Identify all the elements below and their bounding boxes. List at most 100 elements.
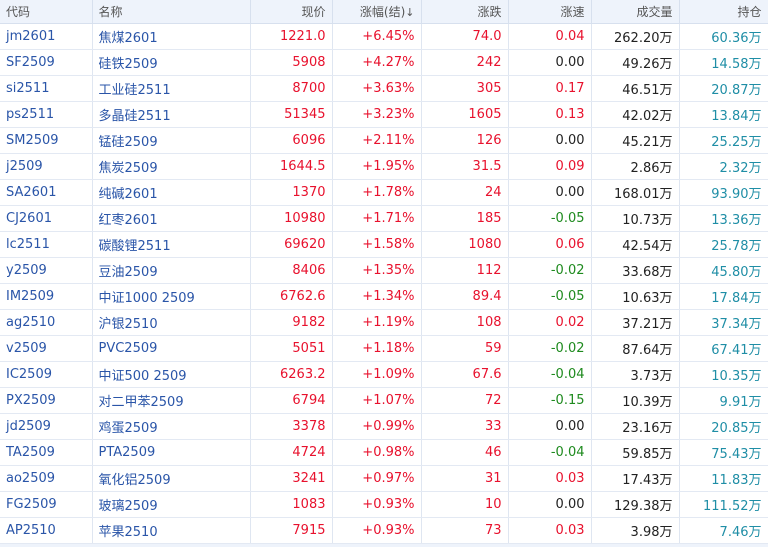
- change-cell: 31.5: [421, 153, 509, 180]
- table-row[interactable]: si2511 工业硅2511 8700 +3.63% 305 0.17 46.51万 20.8…: [0, 75, 768, 102]
- table-header: 代码 名称 现价 涨幅(结)↓ 涨跌 涨速 成交量 持仓: [0, 0, 768, 24]
- change-pct-cell: +1.19%: [332, 309, 422, 336]
- code-cell: jd2509: [0, 413, 93, 440]
- table-row[interactable]: v2509 PVC2509 5051 +1.18% 59 -0.02 87.64万 67.41…: [0, 335, 768, 362]
- change-pct-cell: +0.99%: [332, 413, 422, 440]
- name-cell: 苹果2510: [92, 517, 251, 544]
- price-cell: 8406: [250, 257, 333, 284]
- change-cell: 72: [421, 387, 509, 414]
- price-cell: 8700: [250, 75, 333, 102]
- table-row[interactable]: ao2509 氧化铝2509 3241 +0.97% 31 0.03 17.43万 11.83…: [0, 465, 768, 492]
- change-pct-cell: +0.93%: [332, 517, 422, 544]
- price-cell: 51345: [250, 101, 333, 128]
- volume-cell: 262.20万: [591, 23, 680, 50]
- open-interest-cell: 75.43万: [679, 439, 768, 466]
- table-row[interactable]: CJ2601 红枣2601 10980 +1.71% 185 -0.05 10.73万 13.…: [0, 205, 768, 232]
- change-pct-cell: +2.11%: [332, 127, 422, 154]
- name-cell: 中证500 2509: [92, 361, 251, 388]
- change-pct-cell: +1.95%: [332, 153, 422, 180]
- change-pct-cell: +1.58%: [332, 231, 422, 258]
- table-row[interactable]: lc2511 碳酸锂2511 69620 +1.58% 1080 0.06 42.54万 25…: [0, 231, 768, 258]
- name-cell: 鸡蛋2509: [92, 413, 251, 440]
- change-cell: 33: [421, 413, 509, 440]
- price-cell: 69620: [250, 231, 333, 258]
- speed-cell: 0.03: [508, 517, 592, 544]
- speed-cell: 0.00: [508, 413, 592, 440]
- code-cell: SM2509: [0, 127, 93, 154]
- table-row[interactable]: jm2601 焦煤2601 1221.0 +6.45% 74.0 0.04 262.20万 6…: [0, 23, 768, 50]
- code-cell: ps2511: [0, 101, 93, 128]
- table-row[interactable]: IC2509 中证500 2509 6263.2 +1.09% 67.6 -0.04 3.7…: [0, 361, 768, 388]
- column-header-open-interest[interactable]: 持仓: [679, 0, 768, 24]
- volume-cell: 46.51万: [591, 75, 680, 102]
- open-interest-cell: 93.90万: [679, 179, 768, 206]
- change-cell: 242: [421, 49, 509, 76]
- table-row[interactable]: ps2511 多晶硅2511 51345 +3.23% 1605 0.13 42.02万 13…: [0, 101, 768, 128]
- table-row[interactable]: IM2509 中证1000 2509 6762.6 +1.34% 89.4 -0.05 10…: [0, 283, 768, 310]
- column-header-code[interactable]: 代码: [0, 0, 93, 24]
- name-cell: PTA2509: [92, 439, 251, 466]
- column-header-speed[interactable]: 涨速: [508, 0, 592, 24]
- column-header-name[interactable]: 名称: [92, 0, 251, 24]
- volume-cell: 33.68万: [591, 257, 680, 284]
- table-row[interactable]: SA2601 纯碱2601 1370 +1.78% 24 0.00 168.01万 93.90…: [0, 179, 768, 206]
- table-row[interactable]: TA2509 PTA2509 4724 +0.98% 46 -0.04 59.85万 75.4…: [0, 439, 768, 466]
- change-cell: 112: [421, 257, 509, 284]
- name-cell: 豆油2509: [92, 257, 251, 284]
- column-header-change-pct[interactable]: 涨幅(结)↓: [332, 0, 422, 24]
- volume-cell: 42.02万: [591, 101, 680, 128]
- name-cell: 焦煤2601: [92, 23, 251, 50]
- open-interest-cell: 60.36万: [679, 23, 768, 50]
- price-cell: 6762.6: [250, 283, 333, 310]
- table-row[interactable]: FG2509 玻璃2509 1083 +0.93% 10 0.00 129.38万 111.5…: [0, 491, 768, 518]
- name-cell: 对二甲苯2509: [92, 387, 251, 414]
- table-row[interactable]: AP2510 苹果2510 7915 +0.93% 73 0.03 3.98万 7.46万: [0, 517, 768, 544]
- table-row[interactable]: PX2509 对二甲苯2509 6794 +1.07% 72 -0.15 10.39万 9.9…: [0, 387, 768, 414]
- speed-cell: 0.00: [508, 49, 592, 76]
- change-pct-cell: +6.45%: [332, 23, 422, 50]
- name-cell: 焦炭2509: [92, 153, 251, 180]
- code-cell: ag2510: [0, 309, 93, 336]
- table-row[interactable]: SF2509 硅铁2509 5908 +4.27% 242 0.00 49.26万 14.58…: [0, 49, 768, 76]
- open-interest-cell: 11.83万: [679, 465, 768, 492]
- table-row[interactable]: j2509 焦炭2509 1644.5 +1.95% 31.5 0.09 2.86万 2.32…: [0, 153, 768, 180]
- price-cell: 6263.2: [250, 361, 333, 388]
- table-row[interactable]: jd2509 鸡蛋2509 3378 +0.99% 33 0.00 23.16万 20.85万: [0, 413, 768, 440]
- volume-cell: 45.21万: [591, 127, 680, 154]
- code-cell: CJ2601: [0, 205, 93, 232]
- change-cell: 24: [421, 179, 509, 206]
- price-cell: 6794: [250, 387, 333, 414]
- code-cell: y2509: [0, 257, 93, 284]
- column-header-price[interactable]: 现价: [250, 0, 333, 24]
- volume-cell: 129.38万: [591, 491, 680, 518]
- code-cell: IC2509: [0, 361, 93, 388]
- speed-cell: 0.13: [508, 101, 592, 128]
- volume-cell: 87.64万: [591, 335, 680, 362]
- open-interest-cell: 20.87万: [679, 75, 768, 102]
- code-cell: AP2510: [0, 517, 93, 544]
- open-interest-cell: 14.58万: [679, 49, 768, 76]
- open-interest-cell: 7.46万: [679, 517, 768, 544]
- code-cell: SA2601: [0, 179, 93, 206]
- name-cell: 沪银2510: [92, 309, 251, 336]
- change-cell: 73: [421, 517, 509, 544]
- price-cell: 7915: [250, 517, 333, 544]
- column-header-change[interactable]: 涨跌: [421, 0, 509, 24]
- code-cell: FG2509: [0, 491, 93, 518]
- code-cell: lc2511: [0, 231, 93, 258]
- price-cell: 5051: [250, 335, 333, 362]
- table-body: jm2601 焦煤2601 1221.0 +6.45% 74.0 0.04 262.20万 6…: [0, 23, 768, 544]
- price-cell: 4724: [250, 439, 333, 466]
- table-row[interactable]: y2509 豆油2509 8406 +1.35% 112 -0.02 33.68万 45.80…: [0, 257, 768, 284]
- name-cell: 多晶硅2511: [92, 101, 251, 128]
- name-cell: 锰硅2509: [92, 127, 251, 154]
- price-cell: 1644.5: [250, 153, 333, 180]
- table-row[interactable]: SM2509 锰硅2509 6096 +2.11% 126 0.00 45.21万 25.25…: [0, 127, 768, 154]
- change-cell: 126: [421, 127, 509, 154]
- table-row[interactable]: ag2510 沪银2510 9182 +1.19% 108 0.02 37.21万 37.34…: [0, 309, 768, 336]
- column-header-volume[interactable]: 成交量: [591, 0, 680, 24]
- name-cell: 红枣2601: [92, 205, 251, 232]
- code-cell: si2511: [0, 75, 93, 102]
- volume-cell: 37.21万: [591, 309, 680, 336]
